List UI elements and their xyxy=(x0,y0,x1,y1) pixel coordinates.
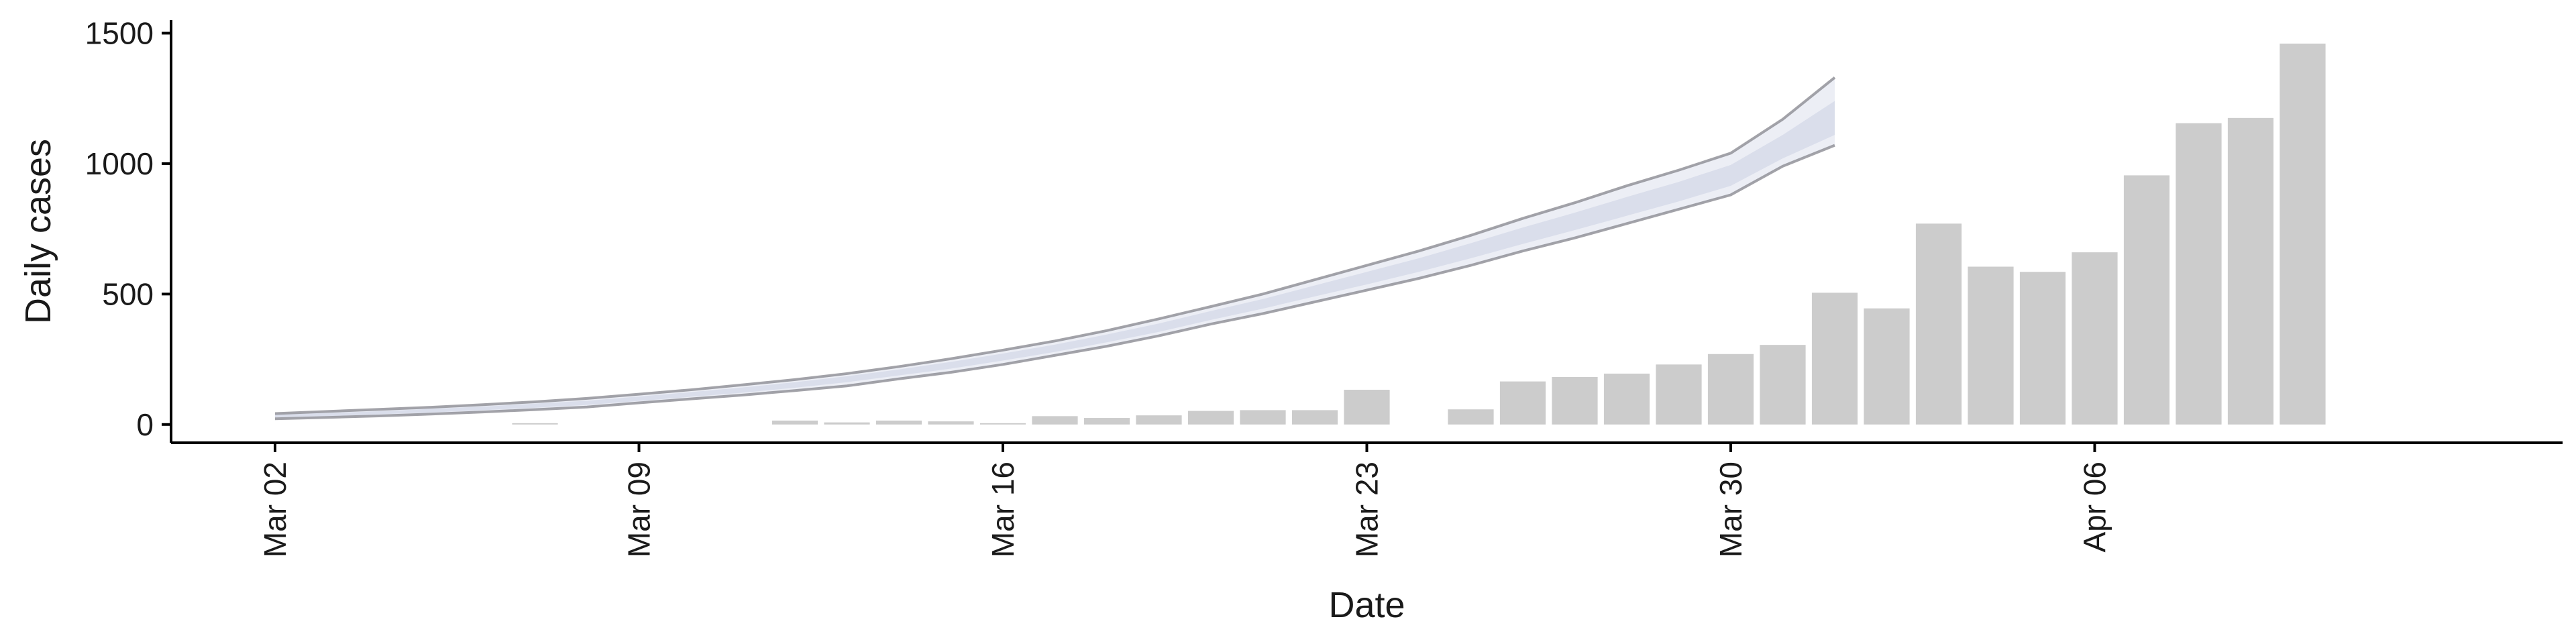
bar-2020-03-07 xyxy=(512,423,558,425)
x-tick-label-2020-03-16: Mar 16 xyxy=(985,462,1020,557)
bar-2020-03-27 xyxy=(1552,377,1598,425)
x-axis-ticks: Mar 02 Mar 09 Mar 16 Mar 23 Mar 30 Apr 06 xyxy=(258,443,2112,557)
bar-2020-03-29 xyxy=(1656,364,1702,425)
bar-2020-03-25 xyxy=(1448,409,1494,425)
bar-2020-03-30 xyxy=(1707,354,1754,425)
bar-2020-03-28 xyxy=(1603,373,1650,425)
bar-2020-03-22 xyxy=(1291,410,1338,425)
bar-2020-04-01 xyxy=(1811,292,1858,425)
x-tick-label-2020-03-09: Mar 09 xyxy=(622,462,657,557)
bar-2020-04-04 xyxy=(1968,266,2014,425)
y-tick-label-0: 0 xyxy=(136,407,154,442)
bar-2020-04-07 xyxy=(2123,175,2170,425)
x-tick-label-2020-03-23: Mar 23 xyxy=(1350,462,1385,557)
bar-2020-04-05 xyxy=(2019,272,2066,425)
nowcast-band xyxy=(274,76,1836,421)
bar-2020-03-14 xyxy=(875,420,922,425)
band-upper-line xyxy=(274,76,1836,415)
bar-2020-04-06 xyxy=(2072,252,2118,425)
bar-2020-04-08 xyxy=(2176,123,2222,425)
bar-2020-03-21 xyxy=(1240,410,1286,425)
band-lower-line xyxy=(274,144,1835,421)
y-tick-label-1000: 1000 xyxy=(85,146,154,181)
bar-2020-03-19 xyxy=(1136,415,1182,425)
y-axis-title: Daily cases xyxy=(18,139,58,324)
bar-2020-03-15 xyxy=(928,421,974,425)
x-tick-label-2020-03-30: Mar 30 xyxy=(1713,462,1748,557)
bar-2020-03-31 xyxy=(1760,345,1806,425)
bar-2020-03-20 xyxy=(1187,411,1234,425)
bar-2020-04-02 xyxy=(1864,308,1910,425)
bar-2020-03-12 xyxy=(771,420,818,425)
bar-2020-03-13 xyxy=(824,422,870,425)
bar-2020-03-23 xyxy=(1344,390,1390,425)
y-tick-label-500: 500 xyxy=(102,276,154,311)
bar-2020-04-10 xyxy=(2279,44,2326,425)
x-axis-title: Date xyxy=(1328,585,1405,625)
bar-2020-03-17 xyxy=(1032,416,1078,425)
x-tick-label-2020-04-06: Apr 06 xyxy=(2078,462,2112,553)
bar-2020-03-18 xyxy=(1083,418,1130,425)
bar-2020-04-09 xyxy=(2227,117,2274,425)
bar-2020-04-03 xyxy=(1915,223,1962,425)
x-tick-label-2020-03-02: Mar 02 xyxy=(258,462,292,557)
bar-2020-03-16 xyxy=(979,423,1026,425)
y-tick-label-1500: 1500 xyxy=(85,15,154,50)
band-outer-area xyxy=(275,77,1835,419)
daily-cases-bars xyxy=(512,44,2326,425)
y-axis-ticks: 0 500 1000 1500 xyxy=(85,15,171,442)
bar-2020-03-26 xyxy=(1499,381,1546,425)
band-inner-area xyxy=(275,101,1835,417)
